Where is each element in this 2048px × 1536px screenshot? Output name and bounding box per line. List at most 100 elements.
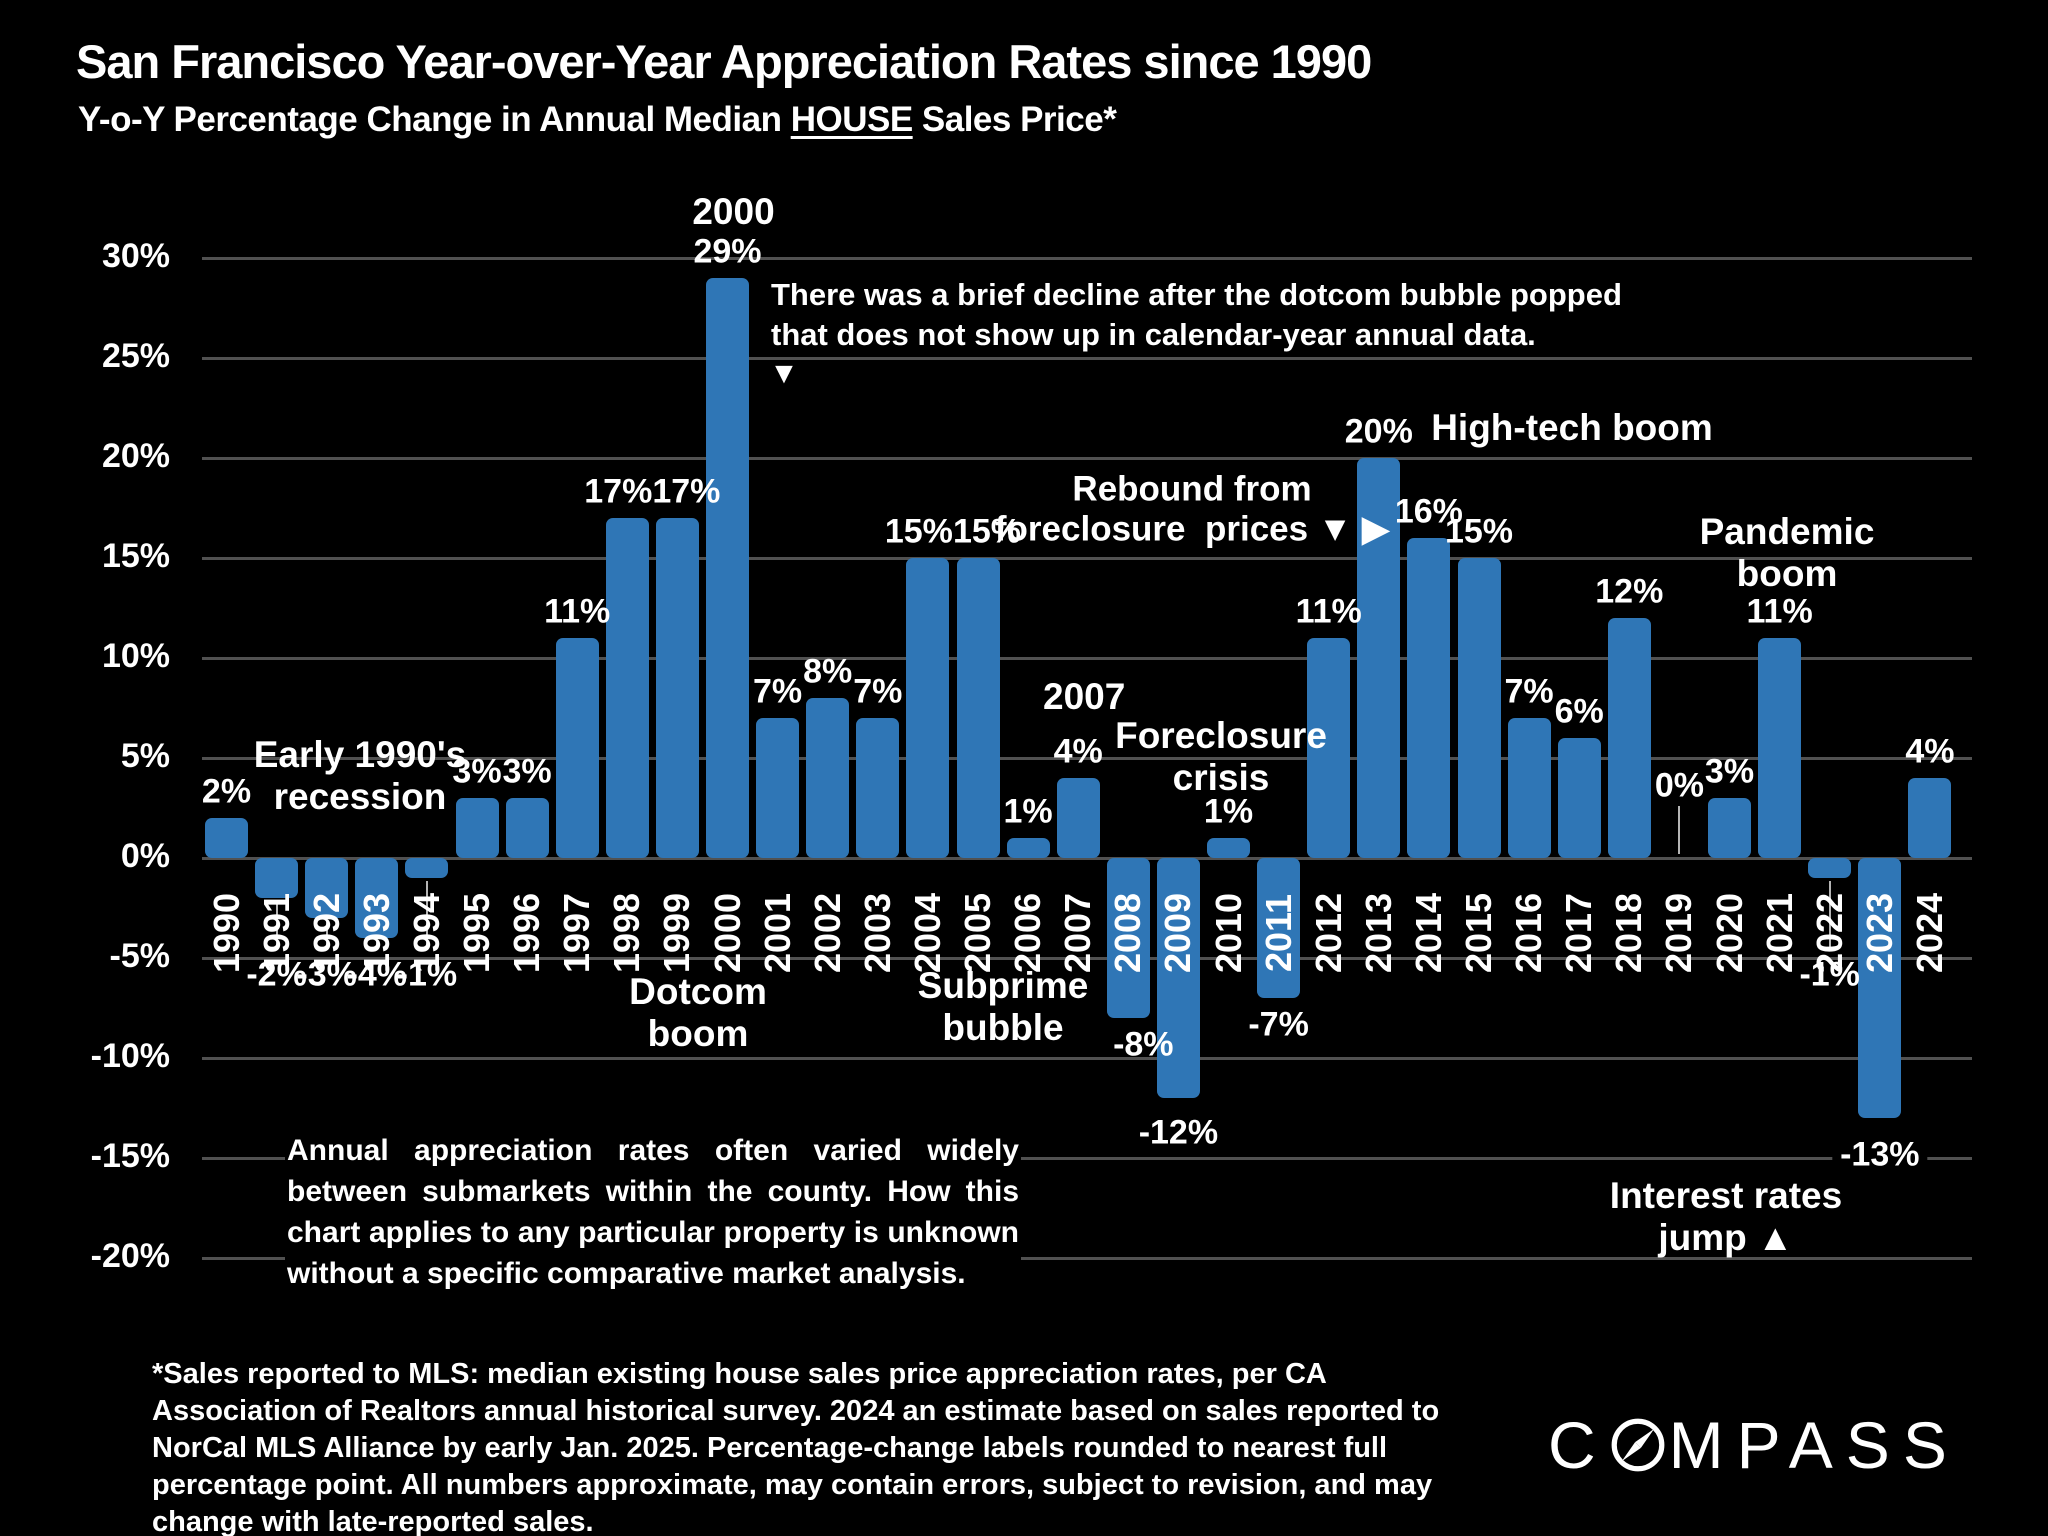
bar-2017 <box>1557 738 1601 858</box>
value-label-2012: 11% <box>1295 592 1362 631</box>
gridline <box>202 757 1972 760</box>
bar-1991 <box>255 858 299 898</box>
gridline <box>202 657 1972 660</box>
y-axis-tick-label: -15% <box>90 1136 170 1175</box>
footnote-text: *Sales reported to MLS: median existing … <box>152 1358 1440 1536</box>
x-axis-label-2017: 2017 <box>1558 892 1600 974</box>
gridline <box>202 257 1972 260</box>
value-label-2014: 16% <box>1394 492 1463 531</box>
y-axis-tick-label: 0% <box>120 836 170 875</box>
leader-line-2022 <box>1828 881 1831 950</box>
value-label-1992: -3% <box>296 955 357 994</box>
y-axis-tick-label: -10% <box>90 1036 170 1075</box>
annotation-subprime-bubble: Subprime bubble <box>917 965 1089 1048</box>
value-label-2011: -7% <box>1248 1005 1309 1044</box>
gridline <box>202 1157 1972 1160</box>
bar-1997 <box>555 638 599 858</box>
page-title: San Francisco Year-over-Year Appreciatio… <box>76 35 1372 88</box>
value-label-2021: 11% <box>1746 592 1813 631</box>
bar-2021 <box>1758 638 1802 858</box>
x-axis-label-2003: 2003 <box>856 892 898 974</box>
leader-line-1992 <box>325 921 328 950</box>
x-axis-label-2002: 2002 <box>806 892 848 974</box>
x-axis-label-2006: 2006 <box>1007 892 1049 974</box>
value-label-2007: 4% <box>1053 732 1103 771</box>
value-label-2022: -1% <box>1799 955 1860 994</box>
bar-1998 <box>605 518 649 858</box>
annotation-dotcom-note: There was a brief decline after the dotc… <box>771 277 1622 352</box>
bar-2004 <box>906 558 950 858</box>
x-axis-label-2008: 2008 <box>1107 892 1149 974</box>
gridline <box>202 957 1972 960</box>
x-axis-label-2011: 2011 <box>1257 893 1299 973</box>
year-callout-2007: 2007 <box>1043 676 1126 717</box>
x-axis-label-2020: 2020 <box>1708 892 1750 974</box>
y-axis-tick-label: 5% <box>120 736 170 775</box>
value-label-1998: 17% <box>584 472 653 511</box>
bar-2022 <box>1808 858 1852 878</box>
bar-1990 <box>205 818 248 858</box>
bar-2024 <box>1908 778 1952 858</box>
leader-line-1994 <box>425 881 428 950</box>
annotation-interest-rates-jump: Interest rates jump ▲ <box>1609 1175 1853 1258</box>
x-axis-label-2024: 2024 <box>1908 892 1950 974</box>
value-label-2004: 15% <box>884 512 953 551</box>
subtitle-emphasis: HOUSE <box>790 100 913 139</box>
value-label-2017: 6% <box>1554 692 1604 731</box>
bar-2015 <box>1457 558 1501 858</box>
x-axis-label-1996: 1996 <box>506 892 548 974</box>
annotation-dotcom-boom: Dotcom boom <box>629 971 767 1054</box>
x-axis-label-2000: 2000 <box>706 892 748 974</box>
x-axis-label-1997: 1997 <box>556 892 598 974</box>
subtitle-suffix: Sales Price* <box>912 100 1117 139</box>
bar-1995 <box>455 798 499 858</box>
gridline <box>202 857 1972 860</box>
bar-1994 <box>405 858 449 878</box>
bar-2014 <box>1407 538 1451 858</box>
value-label-2019: 0% <box>1654 766 1704 805</box>
compass-needle-icon <box>1611 1418 1665 1472</box>
x-axis-label-2001: 2001 <box>756 892 798 974</box>
value-label-1993: -4% <box>346 955 408 994</box>
bar-2007 <box>1056 778 1100 858</box>
x-axis-label-2018: 2018 <box>1608 892 1650 974</box>
x-axis-label-1999: 1999 <box>656 892 698 974</box>
annotation-early-1990s-recession: Early 1990's recession <box>253 734 467 817</box>
bar-1992 <box>305 858 349 918</box>
bar-2020 <box>1708 798 1751 858</box>
gridline <box>202 557 1972 560</box>
value-label-2003: 7% <box>853 672 903 711</box>
x-axis-label-2013: 2013 <box>1357 892 1399 974</box>
value-label-2006: 1% <box>1003 792 1053 831</box>
gridline <box>202 1257 1972 1260</box>
value-label-2000: 29% <box>693 232 762 271</box>
bar-2008 <box>1106 858 1150 1018</box>
bar-2000 <box>706 278 749 858</box>
bar-1993 <box>355 858 399 938</box>
x-axis-label-2004: 2004 <box>906 892 948 974</box>
bar-2010 <box>1207 838 1250 858</box>
x-axis-label-1995: 1995 <box>456 892 497 974</box>
x-axis-label-2010: 2010 <box>1207 892 1249 974</box>
value-label-2002: 8% <box>803 652 853 691</box>
value-label-2001: 7% <box>753 672 803 711</box>
y-axis-tick-label: -20% <box>90 1236 170 1275</box>
gridline <box>202 1057 1972 1060</box>
year-callout-2000: 2000 <box>692 191 775 232</box>
bar-2013 <box>1357 458 1401 858</box>
value-label-1996: 3% <box>502 752 552 791</box>
bar-2012 <box>1307 638 1351 858</box>
value-label-2015: 15% <box>1444 512 1514 551</box>
x-axis-label-2014: 2014 <box>1407 892 1449 974</box>
annotation-foreclosure-crisis: Foreclosure crisis <box>1115 715 1327 798</box>
chart-subtitle: Y-o-Y Percentage Change in Annual Median… <box>78 100 1117 140</box>
gridline <box>202 357 1972 360</box>
bar-1999 <box>655 518 699 858</box>
x-axis-label-2015: 2015 <box>1458 892 1499 974</box>
x-axis-label-2005: 2005 <box>957 892 998 974</box>
value-label-1991: -2% <box>246 955 307 994</box>
bar-2002 <box>806 698 850 858</box>
value-label-2008: -8% <box>1113 1025 1174 1064</box>
value-label-2010: 1% <box>1203 792 1254 831</box>
y-axis-tick-label: 15% <box>101 536 170 575</box>
